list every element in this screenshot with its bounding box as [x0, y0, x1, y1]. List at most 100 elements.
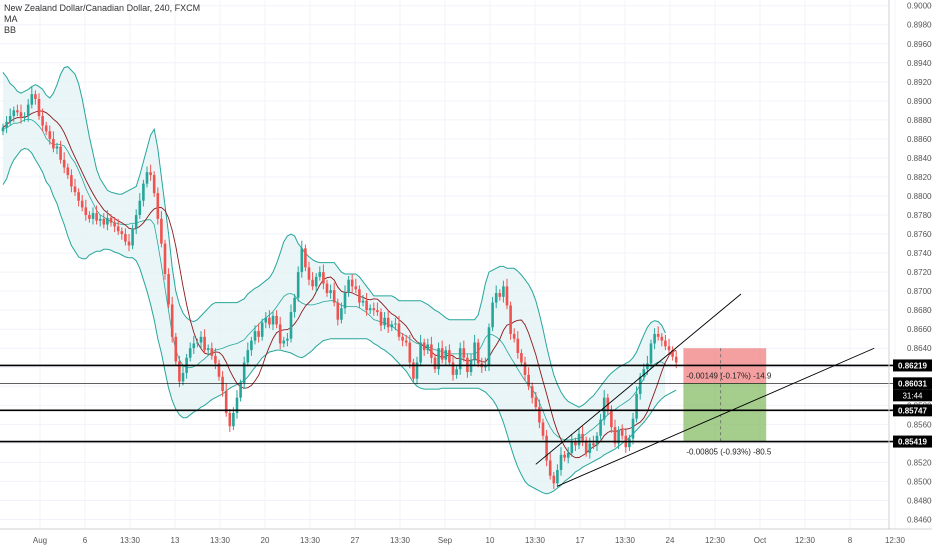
candle [145, 172, 149, 184]
candle [476, 342, 480, 364]
candle [138, 200, 142, 216]
candle [386, 317, 390, 328]
candle [408, 342, 412, 363]
candle [318, 272, 322, 277]
x-tick-label: 27 [351, 536, 360, 545]
candle [343, 293, 347, 309]
candle [286, 338, 289, 341]
candle [282, 340, 286, 344]
candle [620, 430, 624, 436]
candle [170, 304, 174, 337]
indicator-bb-label[interactable]: BB [4, 25, 17, 35]
candle [361, 300, 365, 303]
trend-line [557, 347, 875, 487]
candle [37, 98, 41, 117]
candle [66, 167, 70, 176]
candle [289, 312, 293, 339]
x-tick-label: 13 [171, 536, 180, 545]
candle [268, 317, 271, 325]
price-level-label: 0.86219 [898, 361, 927, 370]
x-tick-label: 13:30 [300, 536, 321, 545]
candle [84, 207, 88, 216]
candle [250, 340, 253, 351]
candle [415, 362, 419, 379]
candle [588, 443, 592, 453]
candle [8, 116, 12, 122]
price-level-label: 0.85747 [898, 406, 927, 415]
candle [88, 215, 91, 219]
candle [98, 218, 102, 221]
candle [12, 110, 16, 117]
candle [516, 338, 520, 353]
candle [563, 454, 566, 458]
candle [16, 110, 19, 113]
candle [307, 267, 311, 280]
candle [433, 357, 437, 370]
candle [246, 350, 250, 363]
candle [437, 348, 440, 370]
candle [52, 138, 55, 149]
candle [210, 348, 214, 356]
candle [494, 293, 498, 303]
candle [664, 340, 667, 347]
candle [311, 279, 314, 287]
candle [196, 342, 199, 344]
ma-line [2, 110, 677, 459]
y-tick-label: 0.84600 [907, 515, 932, 524]
candle [674, 356, 678, 363]
x-tick-label: 12:30 [705, 536, 726, 545]
candle [77, 192, 80, 201]
candle [41, 116, 44, 126]
candle [365, 300, 368, 311]
candle [232, 412, 235, 427]
candle [671, 350, 674, 357]
price-level-tag [893, 435, 932, 448]
candle [462, 348, 466, 358]
candle [181, 372, 185, 382]
candle [34, 94, 37, 99]
candle [628, 438, 631, 448]
price-level-label: 0.86031 [898, 379, 927, 388]
candle [188, 348, 192, 358]
candle [484, 365, 487, 368]
candle [577, 433, 581, 446]
candle [509, 305, 512, 334]
candle [1, 127, 5, 132]
candle [95, 213, 98, 221]
indicator-ma-label[interactable]: MA [4, 14, 18, 24]
candle [372, 308, 376, 311]
x-tick-label: 20 [261, 536, 270, 545]
candle [502, 286, 505, 297]
price-level-tag [893, 359, 932, 372]
candle [660, 336, 664, 341]
candle [275, 315, 278, 325]
x-tick-label: 10 [486, 536, 495, 545]
candle [120, 231, 124, 235]
candle [350, 279, 354, 287]
candle [566, 452, 570, 458]
candle [412, 362, 415, 379]
price-level-tag [893, 377, 932, 390]
candle [293, 297, 296, 313]
candle [404, 340, 408, 343]
candle [296, 272, 300, 298]
candle [390, 324, 394, 328]
candle [527, 374, 530, 387]
candle [545, 435, 548, 461]
candle [80, 200, 84, 208]
candle [422, 342, 426, 351]
countdown-label: 31:44 [902, 391, 923, 400]
symbol-title[interactable]: New Zealand Dollar/Canadian Dollar, 240,… [4, 3, 201, 13]
candle [538, 407, 541, 423]
candle [649, 343, 653, 364]
